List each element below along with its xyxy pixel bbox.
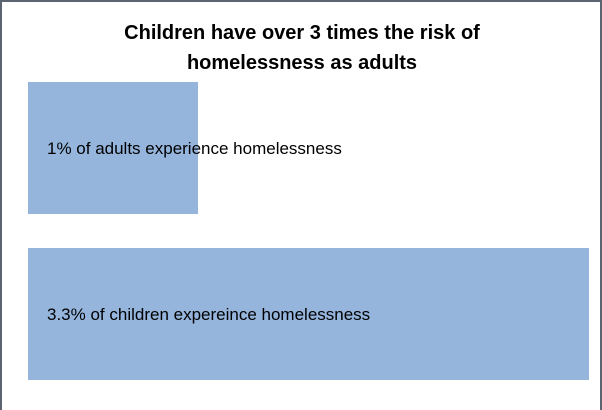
chart-title-line-1: Children have over 3 times the risk of — [124, 22, 480, 44]
bar-label-adults: 1% of adults experience homelessness — [47, 139, 342, 158]
chart-title: Children have over 3 times the risk of h… — [60, 18, 544, 78]
chart-title-line-2: homelessness as adults — [186, 52, 418, 74]
bar-adults — [28, 82, 198, 214]
bar-children — [28, 248, 589, 380]
bar-label-children: 3.3% of children expereince homelessness — [47, 305, 370, 324]
